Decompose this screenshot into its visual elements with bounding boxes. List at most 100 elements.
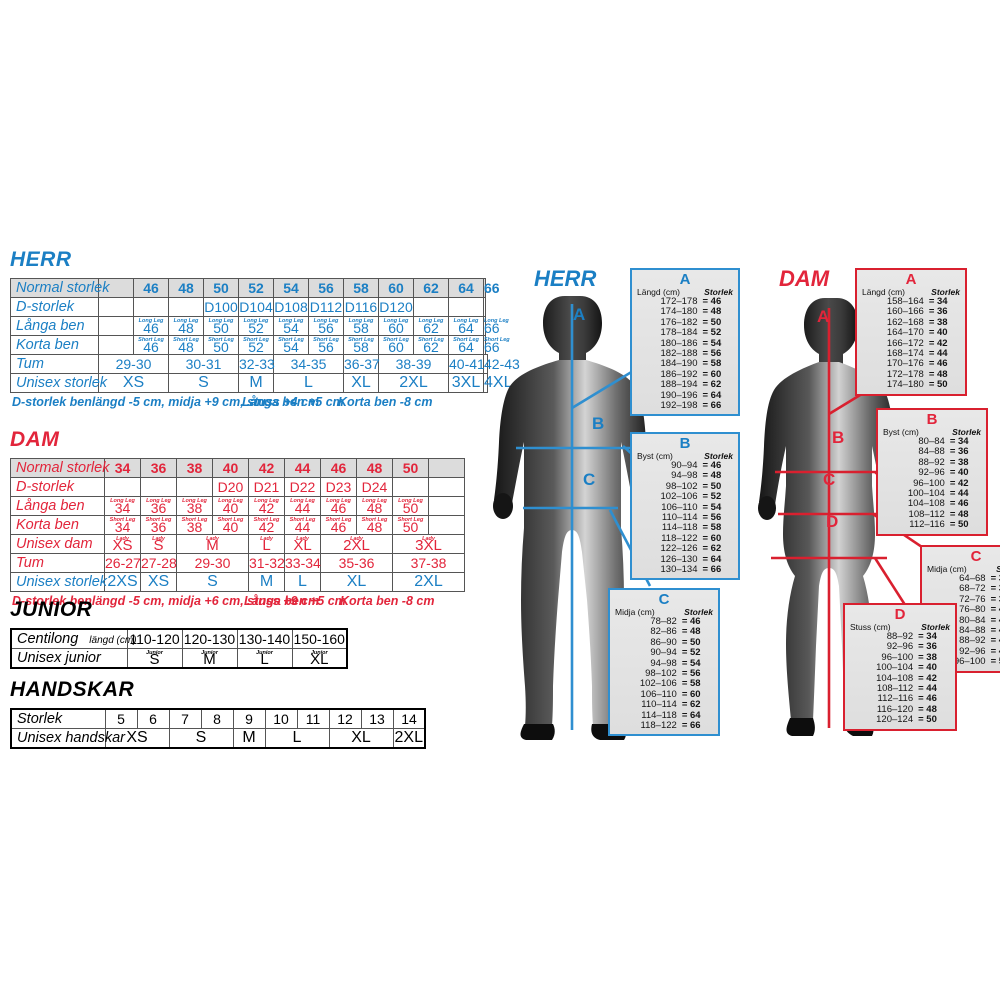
cell: 36-37 bbox=[343, 354, 380, 374]
size: = 48 bbox=[990, 645, 1000, 657]
size: = 36 bbox=[928, 306, 948, 318]
cell-value: 52 bbox=[248, 339, 264, 355]
short-leg-tag: Short Leg bbox=[278, 337, 304, 343]
size: = 48 bbox=[928, 368, 948, 380]
range: 80–84 bbox=[959, 614, 986, 626]
range: 172–178 bbox=[886, 368, 924, 380]
cell-value: XL bbox=[310, 651, 329, 668]
size: = 36 bbox=[918, 641, 937, 653]
range: 184–190 bbox=[660, 358, 698, 370]
herr-title: HERR bbox=[10, 248, 72, 271]
short-leg-tag: Short Leg bbox=[173, 337, 199, 343]
range: 104–108 bbox=[907, 498, 945, 510]
size: = 66 bbox=[681, 720, 701, 732]
short-leg-tag: Short Leg bbox=[325, 517, 352, 523]
cell: Long Leg 50 bbox=[392, 496, 429, 516]
cell: D104 bbox=[238, 297, 274, 317]
footnote-d-size: D-storlek benlängd -5 cm, midja +9 cm, s… bbox=[12, 395, 320, 409]
box-row: 184–190 = 58 bbox=[636, 358, 734, 370]
size: = 38 bbox=[990, 593, 1000, 605]
cell: S bbox=[168, 728, 234, 749]
cell-value: 50 bbox=[402, 519, 419, 535]
cell bbox=[98, 335, 134, 355]
cell-value: 42 bbox=[258, 500, 275, 516]
cell-value: 50 bbox=[213, 339, 229, 355]
row-label-short-legs: Korta ben bbox=[10, 515, 105, 535]
cell-value: L bbox=[262, 537, 271, 554]
cell: Short Leg 44 bbox=[284, 515, 321, 535]
box-row: 118–122 = 66 bbox=[614, 720, 714, 732]
cell-value: 54 bbox=[283, 320, 299, 336]
box-letter: C bbox=[970, 548, 982, 565]
size: = 36 bbox=[949, 446, 969, 458]
table-row: Unisex junior Junior S Junior M Junior L Ju… bbox=[10, 648, 348, 669]
box-row: 82–86 = 48 bbox=[614, 626, 714, 637]
cell: 110-120 bbox=[126, 628, 183, 649]
box-row: 84–88 = 36 bbox=[882, 446, 982, 458]
long-leg-tag: Long Leg bbox=[208, 318, 234, 324]
box-row: 102–106 = 58 bbox=[614, 678, 714, 690]
box-row: 122–126 = 62 bbox=[636, 543, 734, 554]
cell-value: 46 bbox=[143, 339, 159, 355]
box-unit-header: Midja (cm) bbox=[615, 607, 655, 617]
size: = 38 bbox=[928, 316, 948, 328]
table-row: Långa ben Long Leg 34 Long Leg 36 Long Leg… bbox=[10, 496, 465, 516]
cell-value: M bbox=[206, 537, 219, 554]
cell: S bbox=[168, 373, 239, 393]
cell: 3XL bbox=[448, 373, 484, 393]
box-row: 72–76 = 38 bbox=[926, 593, 1000, 605]
size: = 40 bbox=[928, 327, 948, 339]
table-row: Långa ben Long Leg 46 Long Leg 48 Long Leg… bbox=[10, 316, 509, 336]
long-leg-tag: Long Leg bbox=[278, 318, 304, 324]
range: 90–94 bbox=[671, 460, 698, 471]
box-row: 90–94 = 46 bbox=[636, 460, 734, 471]
range: 114–118 bbox=[661, 522, 698, 534]
size: = 66 bbox=[702, 564, 722, 576]
footnote-short-legs: Korta ben -8 cm bbox=[338, 395, 433, 409]
box-row: 126–130 = 64 bbox=[636, 554, 734, 565]
cell-value: 48 bbox=[178, 320, 194, 336]
range: 174–180 bbox=[886, 379, 924, 391]
long-leg-tag: Long Leg bbox=[348, 318, 374, 324]
box-unit-header: Byst (cm) bbox=[637, 451, 673, 461]
cell: 31-32 bbox=[248, 553, 285, 573]
cell: 58 bbox=[343, 278, 379, 298]
range: 190–196 bbox=[660, 389, 698, 401]
long-leg-tag: Long Leg bbox=[254, 498, 279, 504]
size: = 50 bbox=[702, 480, 722, 492]
cell-value: 60 bbox=[388, 339, 404, 355]
cell: Lady M bbox=[176, 534, 249, 554]
long-leg-tag: Long Leg bbox=[453, 318, 479, 324]
box-row: 130–134 = 66 bbox=[636, 564, 734, 576]
cell-value: 66 bbox=[484, 320, 500, 336]
size: = 58 bbox=[681, 678, 701, 690]
cell-value: 64 bbox=[458, 320, 474, 336]
size: = 44 bbox=[928, 348, 948, 360]
size: = 46 bbox=[918, 693, 937, 705]
range: 110–114 bbox=[661, 512, 698, 524]
size: = 44 bbox=[949, 488, 969, 500]
cell: D100 bbox=[203, 297, 239, 317]
size: = 50 bbox=[918, 714, 937, 726]
range: 92–96 bbox=[918, 467, 945, 479]
range: 188–194 bbox=[660, 379, 698, 391]
lady-tag: Lady bbox=[116, 536, 129, 542]
cell: 9 bbox=[232, 708, 266, 729]
cell: Short Leg 54 bbox=[273, 335, 309, 355]
cell: 42-43 bbox=[483, 354, 520, 374]
box-row: 108–112 = 44 bbox=[849, 683, 951, 694]
box-size-header: Storlek bbox=[996, 564, 1000, 574]
cell: 34 bbox=[104, 458, 141, 478]
long-leg-tag: Long Leg bbox=[243, 318, 269, 324]
size: = 42 bbox=[990, 614, 1000, 626]
centilong-label: Centilong bbox=[17, 631, 79, 647]
cell: 2XL bbox=[392, 572, 465, 592]
cell: M bbox=[238, 373, 274, 393]
size: = 54 bbox=[702, 337, 722, 349]
cell: D112 bbox=[308, 297, 344, 317]
size: = 54 bbox=[702, 501, 722, 513]
short-leg-tag: Short Leg bbox=[145, 517, 172, 523]
herr-section: HERR Normal storlek 46 48 50 52 54 56 58… bbox=[10, 248, 520, 413]
size: = 64 bbox=[702, 389, 722, 401]
